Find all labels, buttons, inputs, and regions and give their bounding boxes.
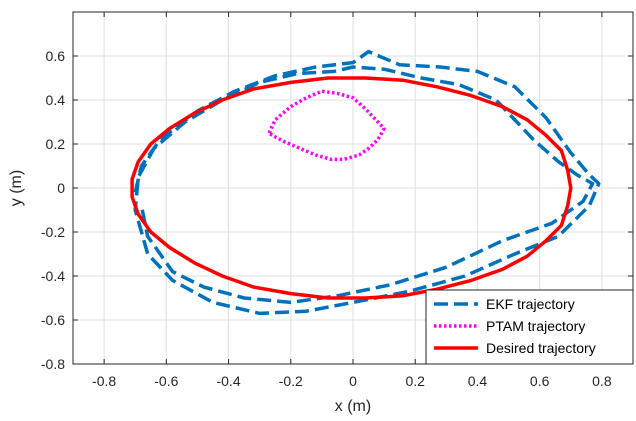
y-tick-label: 0 bbox=[57, 180, 65, 196]
y-tick-label: -0.2 bbox=[41, 224, 65, 240]
x-tick-label: -0.8 bbox=[92, 373, 116, 389]
y-tick-label: -0.4 bbox=[41, 268, 65, 284]
legend: EKF trajectory PTAM trajectory Desired tra… bbox=[425, 289, 634, 365]
x-tick-label: 0.4 bbox=[468, 373, 488, 389]
legend-label-0: EKF trajectory bbox=[486, 296, 575, 312]
x-tick-label: 0 bbox=[349, 373, 357, 389]
series-layer bbox=[130, 49, 601, 316]
y-axis-label: y (m) bbox=[8, 170, 25, 206]
x-tick-label: 0.2 bbox=[405, 373, 425, 389]
x-tick-label: -0.2 bbox=[279, 373, 303, 389]
x-tick-label: 0.8 bbox=[592, 373, 612, 389]
ticks: -0.8 -0.6 -0.4 -0.2 0 0.2 0.4 0.6 0.8 -0.8 -0.6 -0.… bbox=[41, 12, 633, 389]
legend-label-1: PTAM trajectory bbox=[486, 318, 585, 334]
series-line-1 bbox=[267, 89, 386, 162]
legend-label-2: Desired trajectory bbox=[486, 340, 596, 356]
x-tick-label: -0.6 bbox=[154, 373, 178, 389]
y-tick-label: -0.8 bbox=[41, 356, 65, 372]
y-tick-label: -0.6 bbox=[41, 312, 65, 328]
x-tick-label: -0.4 bbox=[216, 373, 240, 389]
x-axis-label: x (m) bbox=[335, 398, 371, 415]
y-tick-label: 0.2 bbox=[46, 136, 66, 152]
y-tick-label: 0.4 bbox=[46, 92, 66, 108]
x-tick-label: 0.6 bbox=[530, 373, 550, 389]
series-line-2 bbox=[130, 76, 573, 300]
y-tick-label: 0.6 bbox=[46, 48, 66, 64]
